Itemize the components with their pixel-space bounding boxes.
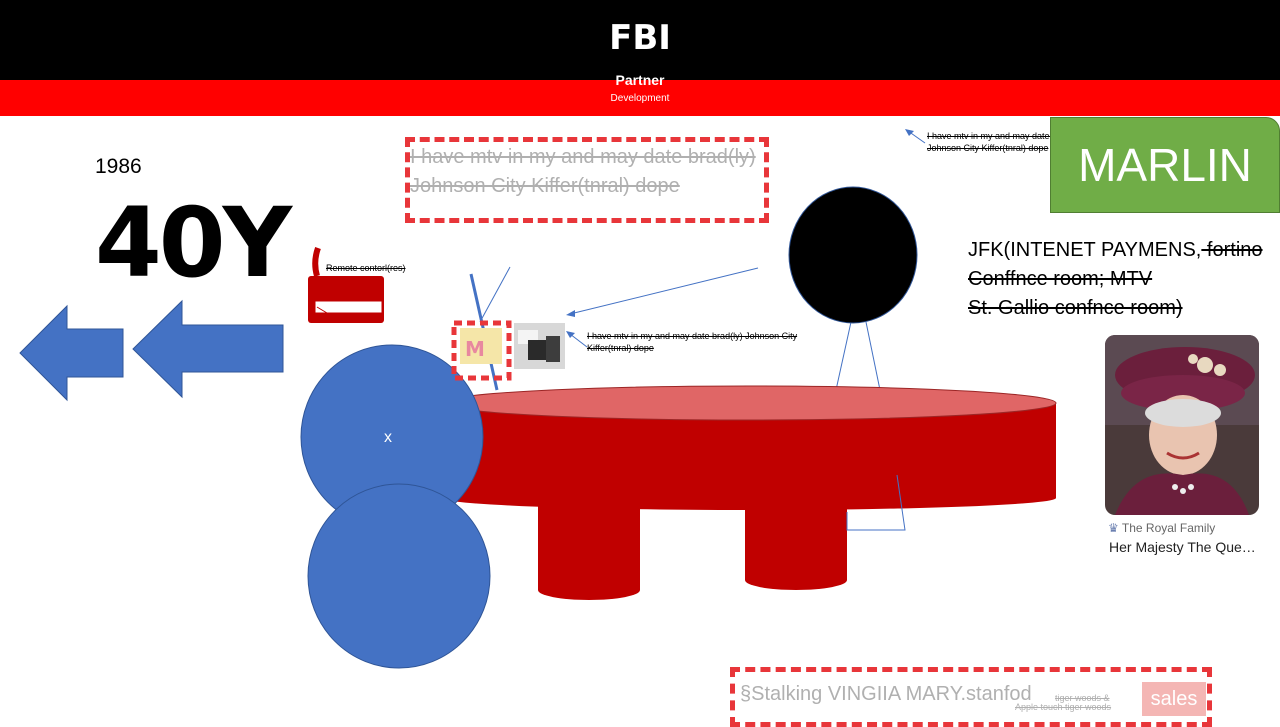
- image-title[interactable]: Her Majesty The Que…: [1109, 539, 1256, 555]
- subtitle: Partner: [615, 72, 665, 88]
- jfk-text: JFK(INTENET PAYMENS, fortino Conffnce ro…: [968, 236, 1263, 323]
- bottom-text: §Stalking VINGIIA MARY.stanfod: [740, 683, 1032, 705]
- subheader-bar: [0, 80, 1280, 116]
- left-arrow-icon: [132, 299, 284, 399]
- blue-circle: [307, 483, 491, 669]
- svg-text:M: M: [465, 337, 485, 361]
- header-bar: [0, 0, 1280, 80]
- sub-subtitle: Development: [610, 93, 670, 104]
- note-text: I have mtv in my and may date brad(ly) J…: [410, 146, 756, 197]
- note-box: [405, 137, 769, 223]
- black-circle: [788, 186, 918, 324]
- left-arrow-icon: [19, 304, 124, 402]
- bottom-small-1: tiger woods &: [1055, 693, 1110, 703]
- circle-label: x: [384, 429, 392, 446]
- jfk-line2: Conffnce room; MTV: [968, 268, 1153, 290]
- portrait-image[interactable]: [1105, 335, 1259, 515]
- small-note: I have mtv in my and may date brad(ly) J…: [587, 331, 798, 353]
- jfk-line1-strike: fortino: [1201, 239, 1263, 261]
- remote-icon: [308, 276, 384, 323]
- jfk-line1: JFK(INTENET PAYMENS,: [968, 239, 1202, 261]
- crown-icon: ♛: [1108, 521, 1119, 535]
- small-note-top: I have mtv in my and may date brad(ly) J…: [927, 131, 1083, 153]
- jfk-line3: St. Gallio confnce room): [968, 297, 1183, 319]
- image-source[interactable]: ♛ The Royal Family: [1108, 521, 1215, 535]
- big-label: 40Y: [95, 187, 292, 299]
- marlin-label: MARLIN: [1078, 139, 1252, 191]
- table-top: [441, 385, 1057, 421]
- sales-button[interactable]: sales: [1142, 682, 1206, 716]
- year-label: 1986: [95, 155, 142, 178]
- marlin-box: MARLIN: [1050, 117, 1280, 213]
- mtv-logo-icon: [460, 328, 502, 364]
- remote-label: Remote contorl(res): [326, 263, 406, 273]
- portrait-drawing: [1105, 335, 1259, 515]
- remote-antenna: [312, 246, 321, 277]
- source-label: The Royal Family: [1121, 521, 1216, 535]
- page-title: FBI: [609, 18, 671, 58]
- bottom-small-2: Apple touch tiger woods: [1015, 702, 1112, 712]
